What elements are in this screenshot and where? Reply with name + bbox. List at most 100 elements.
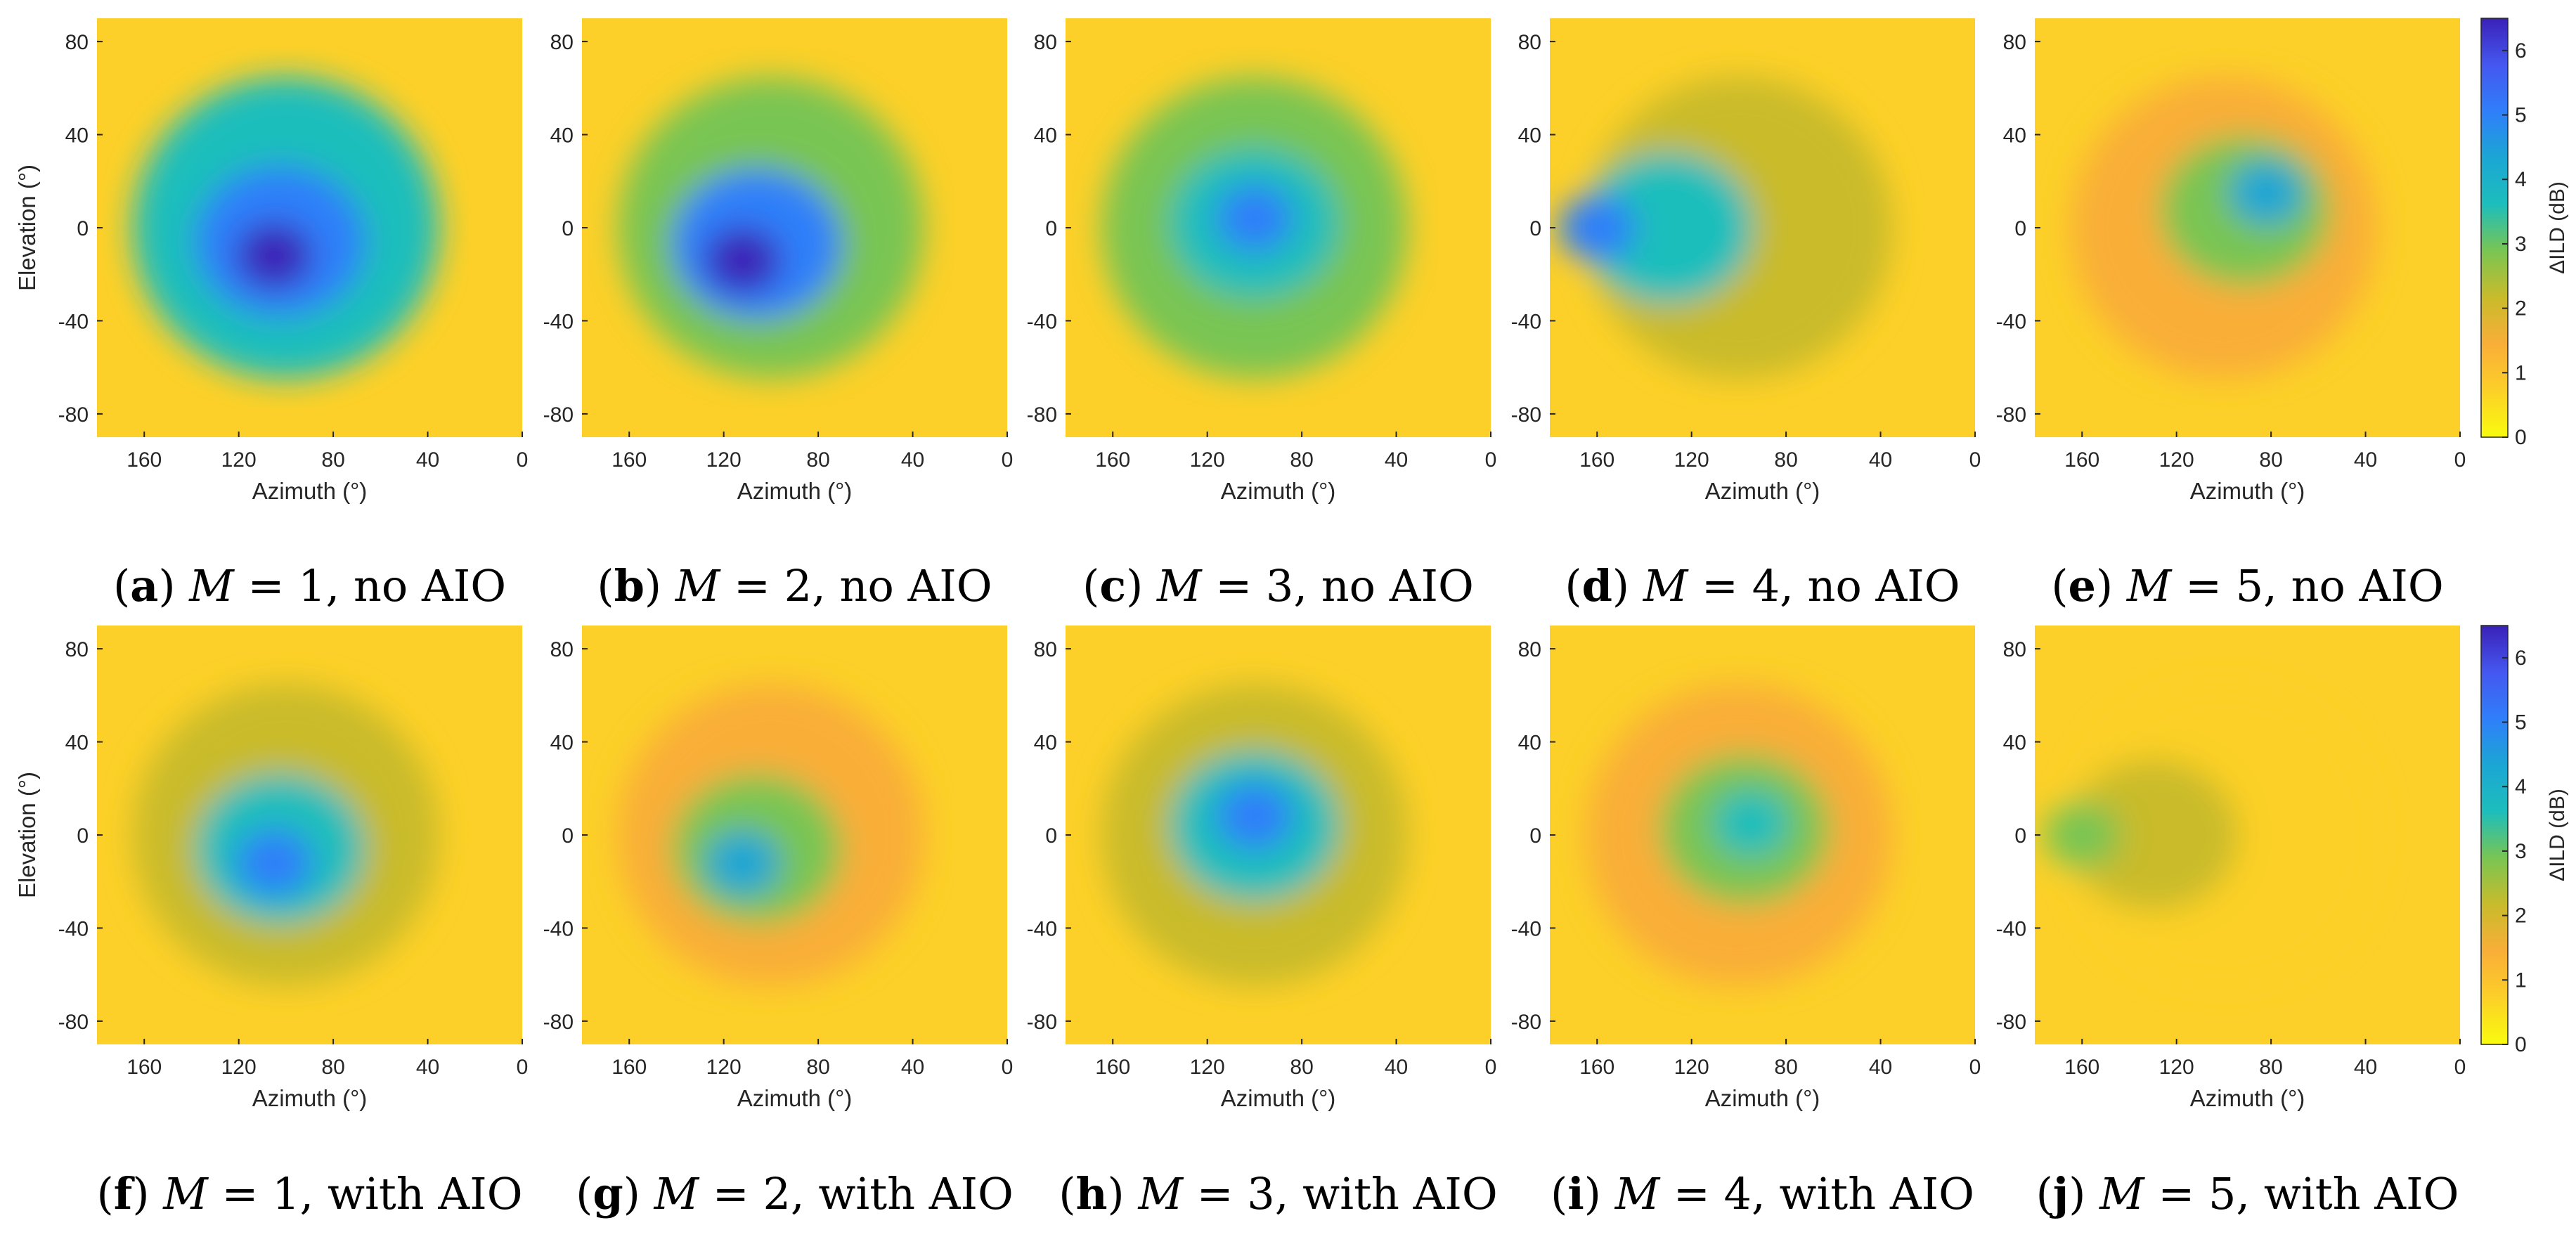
y-tick-label: 0: [2014, 824, 2026, 848]
x-tick-label: 0: [2454, 448, 2466, 472]
heat-field: [582, 18, 1007, 437]
y-tick-label: -80: [58, 1011, 89, 1034]
x-axis-label: Azimuth (°): [737, 478, 853, 504]
x-axis-label: Azimuth (°): [252, 1085, 368, 1111]
x-axis-label: Azimuth (°): [1705, 1085, 1820, 1111]
colorbar-tick-label: 4: [2515, 775, 2527, 798]
x-tick-label: 40: [1385, 1056, 1408, 1079]
x-tick-label: 0: [1969, 448, 1981, 472]
x-tick-label: 0: [1485, 448, 1497, 472]
x-tick-label: 160: [2064, 1056, 2099, 1079]
caption-a: (a) M = 1, no AIO: [113, 560, 506, 611]
x-tick-label: 0: [1002, 448, 1014, 472]
y-tick-label: -80: [1996, 1011, 2026, 1034]
x-tick-label: 0: [2454, 1056, 2466, 1079]
y-tick-label: 80: [1518, 31, 1541, 54]
y-tick-label: 40: [1518, 124, 1541, 148]
x-tick-label: 0: [517, 448, 529, 472]
heat-region: [2068, 759, 2239, 911]
y-tick-label: 0: [1045, 824, 1057, 848]
x-axis-label: Azimuth (°): [1705, 478, 1820, 504]
heat-peak: [704, 226, 782, 294]
y-tick-label: 80: [1034, 638, 1057, 661]
colorbar-tick-label: 4: [2515, 168, 2527, 191]
colorbar-gradient: [2480, 18, 2509, 438]
heat-field: [1066, 18, 1491, 437]
x-axis-label: Azimuth (°): [2190, 478, 2305, 504]
y-tick-label: -80: [58, 403, 89, 427]
panel-g: 160 120 80 40 0 80 40 0 -40 -80 Azimuth (°): [543, 626, 1014, 1111]
colorbar: 0 1 2 3 4 5 6 ΔILD (dB): [2480, 18, 2569, 449]
caption-h: (h) M = 3, with AIO: [1059, 1168, 1497, 1219]
x-tick-label: 120: [221, 1056, 257, 1079]
y-axis-label: Elevation (°): [14, 164, 40, 291]
heat-field: [1550, 18, 1975, 437]
x-tick-label: 120: [221, 448, 257, 472]
x-tick-label: 40: [2354, 1056, 2377, 1079]
y-tick-label: -40: [1511, 917, 1541, 940]
heatmap-panels: 160 120 80 40 0 80 40 0 -40 -80 Azimuth (°) Elevati…: [14, 18, 2466, 1111]
heat-peak: [235, 829, 313, 897]
y-tick-label: -40: [1027, 917, 1057, 940]
x-tick-label: 120: [1674, 448, 1709, 472]
y-tick-label: 80: [550, 31, 574, 54]
y-axis-label: Elevation (°): [14, 772, 40, 898]
caption-j: (j) M = 5, with AIO: [2036, 1168, 2459, 1219]
caption-e: (e) M = 5, no AIO: [2051, 560, 2443, 611]
y-tick-label: -80: [1027, 403, 1057, 427]
heat-peak: [235, 222, 313, 290]
x-tick-label: 80: [806, 448, 829, 472]
colorbar-tick-label: 2: [2515, 297, 2527, 320]
heat-peak: [1216, 782, 1293, 850]
x-tick-label: 160: [611, 448, 647, 472]
y-tick-label: 40: [65, 732, 89, 755]
heat-peak: [2043, 801, 2121, 869]
y-tick-label: 0: [77, 217, 89, 240]
y-tick-label: 0: [562, 824, 574, 848]
y-tick-label: 80: [1034, 31, 1057, 54]
y-tick-label: 80: [550, 638, 574, 661]
heat-peak: [2227, 159, 2305, 227]
x-tick-label: 80: [321, 448, 344, 472]
heat-field: [97, 626, 522, 1044]
colorbar-tick-label: 3: [2515, 840, 2527, 863]
x-tick-label: 0: [1002, 1056, 1014, 1079]
y-tick-label: -40: [1996, 310, 2026, 333]
y-tick-label: 40: [550, 124, 574, 148]
x-tick-label: 120: [2159, 448, 2194, 472]
x-tick-label: 80: [1290, 448, 1313, 472]
y-tick-label: 40: [1034, 124, 1057, 148]
y-tick-label: 80: [65, 638, 89, 661]
y-tick-label: -40: [58, 310, 89, 333]
x-axis-label: Azimuth (°): [1221, 1085, 1336, 1111]
x-tick-label: 80: [1774, 1056, 1797, 1079]
colorbar-tick-label: 6: [2515, 647, 2527, 670]
heat-field: [1066, 626, 1491, 1044]
y-tick-label: 40: [550, 732, 574, 755]
x-tick-label: 120: [706, 1056, 742, 1079]
heat-region: [1583, 152, 1754, 304]
y-tick-label: 40: [1518, 732, 1541, 755]
y-tick-label: -80: [1511, 403, 1541, 427]
x-tick-label: 80: [2259, 448, 2282, 472]
colorbar-tick-label: 5: [2515, 711, 2527, 734]
y-tick-label: 0: [2014, 217, 2026, 240]
x-tick-label: 40: [1385, 448, 1408, 472]
x-tick-label: 120: [706, 448, 742, 472]
y-tick-label: 80: [2003, 31, 2026, 54]
heat-peak: [1712, 789, 1789, 857]
colorbars: 0 1 2 3 4 5 6 ΔILD (dB) 0 1 2 3 4 5 6 ΔILD (dB): [2480, 18, 2569, 1056]
colorbar-tick-label: 3: [2515, 233, 2527, 256]
y-tick-label: -80: [543, 403, 574, 427]
y-tick-label: 0: [1045, 217, 1057, 240]
y-tick-label: 80: [2003, 638, 2026, 661]
x-tick-label: 0: [517, 1056, 529, 1079]
panel-d: 160 120 80 40 0 80 40 0 -40 -80 Azimuth (°): [1511, 18, 1981, 504]
heat-field: [97, 18, 522, 437]
caption-i: (i) M = 4, with AIO: [1551, 1168, 1974, 1219]
x-tick-label: 80: [2259, 1056, 2282, 1079]
x-tick-label: 80: [1290, 1056, 1313, 1079]
y-tick-label: 0: [1529, 217, 1541, 240]
y-tick-label: 0: [562, 217, 574, 240]
